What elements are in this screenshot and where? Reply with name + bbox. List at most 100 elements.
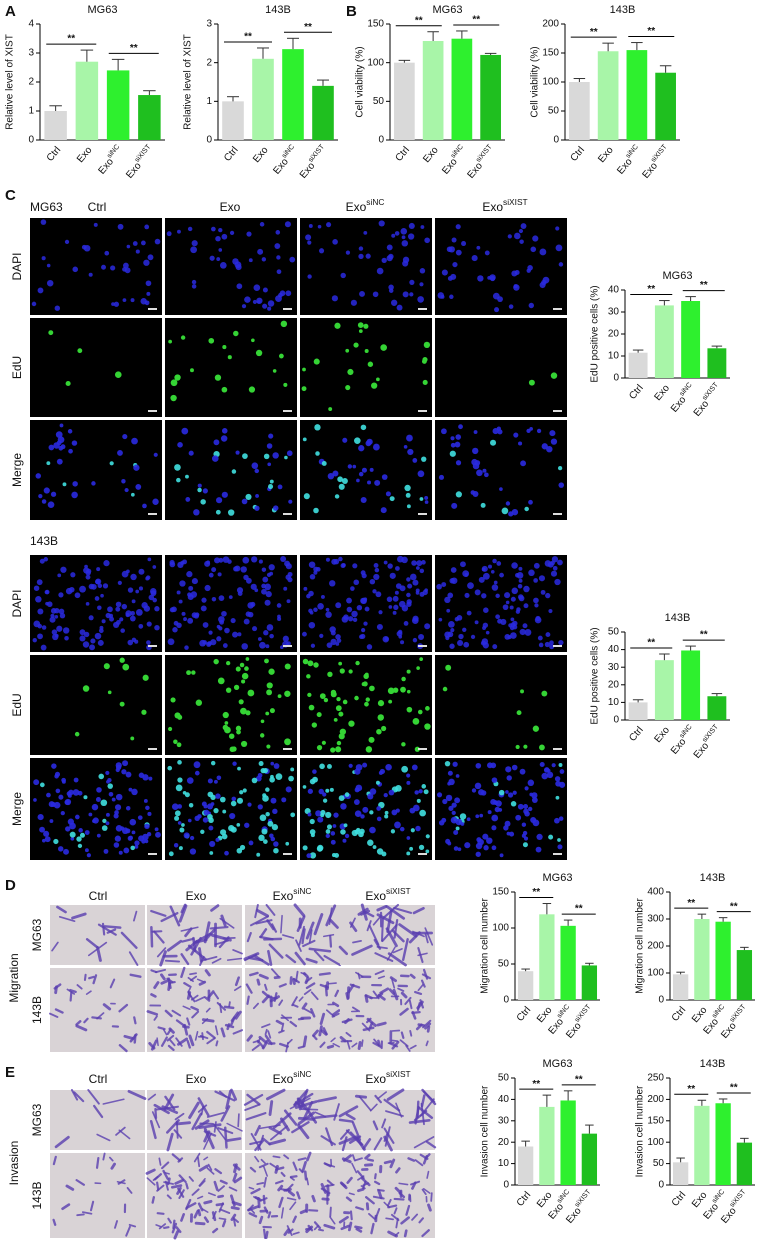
cell: [299, 1088, 309, 1109]
nucleus: [167, 765, 173, 771]
nucleus: [252, 626, 258, 632]
nucleus: [481, 565, 488, 572]
cell: [354, 1157, 363, 1162]
nucleus: [265, 644, 270, 649]
nucleus: [336, 740, 342, 746]
nucleus: [523, 836, 529, 841]
nucleus: [33, 798, 37, 802]
cell: [296, 1097, 302, 1111]
cell: [230, 1194, 236, 1207]
cell: [92, 974, 98, 985]
nucleus: [264, 583, 272, 591]
nucleus: [117, 580, 122, 585]
row-label: EdU: [10, 356, 24, 379]
nucleus: [417, 470, 425, 478]
nucleus: [174, 815, 180, 821]
nucleus: [201, 597, 207, 603]
nucleus: [126, 569, 130, 574]
nucleus: [363, 673, 369, 680]
bar: [480, 54, 501, 140]
nucleus: [325, 611, 332, 618]
nucleus: [181, 823, 185, 827]
cell: [162, 1028, 168, 1036]
nucleus: [453, 830, 459, 835]
panel-label: E: [5, 1064, 15, 1081]
bar: [654, 305, 674, 378]
nucleus: [36, 579, 43, 586]
cell: [211, 1211, 217, 1222]
cell: [324, 984, 328, 997]
cell: [381, 1118, 387, 1129]
bar: [736, 1142, 753, 1185]
cell: [383, 1201, 391, 1209]
nucleus: [289, 256, 296, 263]
x-tick-label: Exo: [251, 144, 271, 165]
nucleus: [265, 591, 272, 598]
nucleus: [392, 610, 397, 615]
cell: [250, 1187, 261, 1195]
cell: [280, 1171, 286, 1177]
cell: [292, 1161, 298, 1172]
nucleus: [521, 822, 527, 827]
cell: [154, 968, 166, 974]
nucleus: [402, 291, 409, 298]
y-tick-label: 300: [647, 914, 664, 925]
nucleus: [337, 476, 343, 483]
cell: [203, 1156, 209, 1161]
nucleus: [406, 599, 412, 605]
nucleus: [281, 797, 287, 803]
nucleus: [490, 762, 497, 769]
nucleus: [194, 770, 200, 776]
nucleus: [267, 462, 272, 467]
nucleus: [326, 764, 332, 769]
cell: [115, 1126, 126, 1136]
cell: [413, 1136, 435, 1149]
nucleus: [56, 625, 63, 632]
nucleus: [111, 302, 115, 306]
cell: [248, 1212, 258, 1218]
nucleus: [336, 696, 341, 702]
nucleus: [317, 224, 322, 229]
nucleus: [233, 330, 239, 337]
y-tick-label: 2: [28, 77, 34, 88]
cell: [52, 1218, 57, 1226]
cell: [280, 1188, 291, 1192]
nucleus: [150, 590, 157, 597]
nucleus: [176, 477, 181, 483]
nucleus: [482, 622, 489, 628]
cell: [118, 1003, 129, 1013]
y-tick-label: 0: [613, 373, 619, 384]
nucleus: [492, 558, 497, 564]
cell: [154, 1173, 162, 1181]
cell: [289, 1201, 297, 1211]
x-tick-label-superscript: siNC: [679, 724, 694, 740]
y-tick-label: 0: [503, 1180, 509, 1191]
nucleus: [92, 817, 99, 824]
nucleus: [394, 590, 399, 595]
nucleus: [129, 818, 137, 826]
nucleus: [303, 586, 308, 591]
nucleus: [39, 826, 45, 833]
cell: [193, 1152, 201, 1163]
cell: [377, 1091, 387, 1100]
cell: [232, 949, 243, 955]
nucleus: [280, 645, 284, 650]
cell: [189, 972, 197, 976]
cell: [327, 982, 337, 985]
column-header-superscript: siNC: [293, 886, 311, 896]
nucleus: [425, 706, 430, 711]
x-tick-label: Exo: [652, 382, 672, 403]
nucleus: [230, 618, 236, 624]
nucleus: [59, 613, 66, 619]
bar: [715, 921, 731, 1000]
cell: [358, 1095, 372, 1111]
cell: [310, 1008, 316, 1018]
nucleus: [400, 686, 406, 693]
nucleus: [284, 738, 291, 746]
nucleus: [177, 760, 182, 765]
cell: [164, 959, 181, 963]
cell: [323, 933, 335, 938]
x-tick-label-superscript: siNC: [625, 144, 640, 160]
nucleus: [197, 487, 202, 493]
bar: [628, 702, 648, 720]
